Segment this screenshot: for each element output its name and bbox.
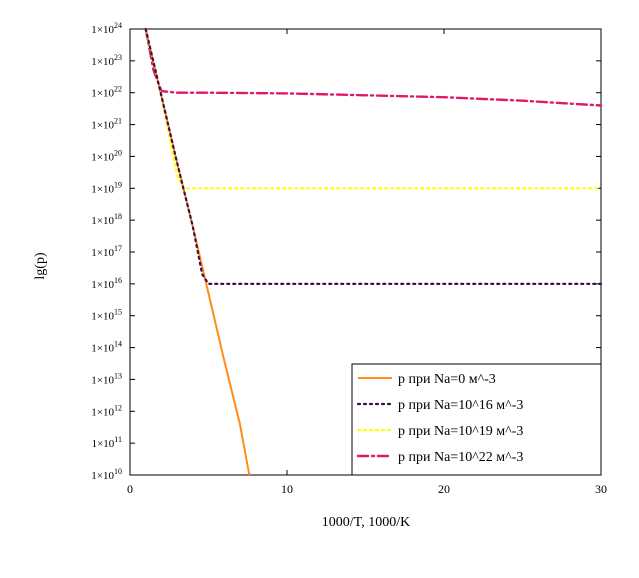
y-tick-label: 1×1014: [91, 340, 122, 355]
x-tick-label: 10: [281, 482, 293, 496]
y-tick-label: 1×1021: [91, 117, 122, 132]
y-tick-label: 1×1013: [91, 371, 122, 386]
legend: p при Na=0 м^-3 p при Na=10^16 м^-3 p при …: [351, 363, 602, 476]
legend-box: [351, 363, 602, 476]
y-tick-label: 1×1020: [91, 148, 122, 163]
y-tick-label: 1×1024: [91, 21, 122, 36]
y-axis-label: lg(p): [33, 252, 48, 280]
x-axis-label: 1000/T, 1000/K: [322, 515, 410, 530]
x-tick-label: 20: [438, 482, 450, 496]
y-tick-label: 1×1015: [91, 308, 122, 323]
y-tick-label: 1×1018: [91, 212, 122, 227]
series-lines: [144, 27, 603, 476]
y-tick-label: 1×1011: [92, 435, 122, 450]
legend-label-3: p при Na=10^19 м^-3: [398, 424, 523, 439]
y-tick-label: 1×1012: [91, 403, 122, 418]
y-tick-label: 1×1010: [91, 467, 122, 482]
series-line-2: [144, 27, 603, 285]
series-line-3: [144, 27, 603, 190]
y-tick-label: 1×1023: [91, 53, 122, 68]
y-tick-label: 1×1019: [91, 180, 122, 195]
y-tick-label: 1×1017: [91, 244, 122, 259]
legend-label-2: p при Na=10^16 м^-3: [398, 398, 523, 413]
legend-label-1: p при Na=0 м^-3: [398, 372, 496, 387]
legend-label-4: p при Na=10^22 м^-3: [398, 450, 523, 465]
y-tick-label: 1×1022: [91, 85, 122, 100]
y-tick-label: 1×1016: [91, 276, 122, 291]
x-tick-label: 30: [595, 482, 607, 496]
x-tick-label: 0: [127, 482, 133, 496]
series-line-4: [144, 27, 603, 107]
